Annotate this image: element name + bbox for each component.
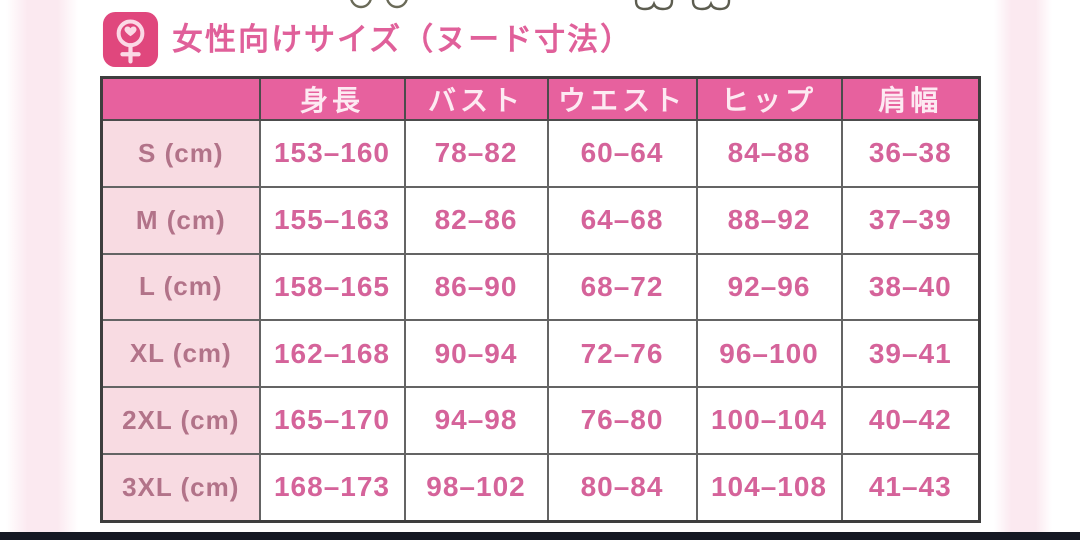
cell-height: 168–173 xyxy=(258,452,406,523)
row-label: 3XL (cm) xyxy=(100,452,261,523)
cell-hip: 88–92 xyxy=(695,185,843,255)
cell-height: 165–170 xyxy=(258,386,406,455)
cell-hip: 96–100 xyxy=(695,319,843,388)
cell-height: 155–163 xyxy=(258,185,406,255)
size-table: 身長 バスト ウエスト ヒップ 肩幅 S (cm) 153–160 78–82 … xyxy=(100,76,981,523)
cutoff-cloud-icon xyxy=(691,0,731,11)
row-label: 2XL (cm) xyxy=(100,386,261,455)
table-row-xl: XL (cm) 162–168 90–94 72–76 96–100 39–41 xyxy=(100,319,981,388)
row-label: S (cm) xyxy=(100,119,261,188)
table-row-3xl: 3XL (cm) 168–173 98–102 80–84 104–108 41… xyxy=(100,452,981,523)
cell-bust: 82–86 xyxy=(403,185,549,255)
cell-shoulder: 38–40 xyxy=(840,252,981,322)
cell-shoulder: 37–39 xyxy=(840,185,981,255)
column-header-height: 身長 xyxy=(258,76,406,121)
table-row-s: S (cm) 153–160 78–82 60–64 84–88 36–38 xyxy=(100,119,981,188)
section-header: 女性向けサイズ（ヌード寸法） xyxy=(102,11,633,68)
cell-hip: 84–88 xyxy=(695,119,843,188)
row-label: XL (cm) xyxy=(100,319,261,388)
table-header-row: 身長 バスト ウエスト ヒップ 肩幅 xyxy=(100,76,981,121)
cell-shoulder: 39–41 xyxy=(840,319,981,388)
cell-bust: 90–94 xyxy=(403,319,549,388)
column-header-bust: バスト xyxy=(403,76,549,121)
cell-shoulder: 40–42 xyxy=(840,386,981,455)
table-row-m: M (cm) 155–163 82–86 64–68 88–92 37–39 xyxy=(100,185,981,255)
cell-height: 162–168 xyxy=(258,319,406,388)
table-row-2xl: 2XL (cm) 165–170 94–98 76–80 100–104 40–… xyxy=(100,386,981,455)
cell-shoulder: 36–38 xyxy=(840,119,981,188)
table-row-l: L (cm) 158–165 86–90 68–72 92–96 38–40 xyxy=(100,252,981,322)
cutoff-circle-icon xyxy=(350,0,372,9)
cell-height: 158–165 xyxy=(258,252,406,322)
column-header-shoulder: 肩幅 xyxy=(840,76,981,121)
female-symbol-icon xyxy=(102,11,159,68)
bottom-dark-bar xyxy=(0,532,1080,540)
cell-shoulder: 41–43 xyxy=(840,452,981,523)
cell-waist: 60–64 xyxy=(546,119,698,188)
cutoff-circle-icon xyxy=(386,0,408,9)
cell-waist: 64–68 xyxy=(546,185,698,255)
right-pink-wash xyxy=(994,0,1052,532)
cell-waist: 68–72 xyxy=(546,252,698,322)
cell-hip: 92–96 xyxy=(695,252,843,322)
cell-bust: 94–98 xyxy=(403,386,549,455)
row-label: L (cm) xyxy=(100,252,261,322)
cell-bust: 78–82 xyxy=(403,119,549,188)
cutoff-decoration xyxy=(350,0,731,11)
cutoff-cloud-icon xyxy=(634,0,674,11)
cell-hip: 104–108 xyxy=(695,452,843,523)
cell-waist: 76–80 xyxy=(546,386,698,455)
cell-bust: 98–102 xyxy=(403,452,549,523)
corner-cell xyxy=(100,76,261,121)
cell-waist: 80–84 xyxy=(546,452,698,523)
row-label: M (cm) xyxy=(100,185,261,255)
cell-hip: 100–104 xyxy=(695,386,843,455)
column-header-waist: ウエスト xyxy=(546,76,698,121)
column-header-hip: ヒップ xyxy=(695,76,843,121)
cell-height: 153–160 xyxy=(258,119,406,188)
left-pink-wash xyxy=(6,0,78,532)
page-title: 女性向けサイズ（ヌード寸法） xyxy=(172,22,634,57)
cell-bust: 86–90 xyxy=(403,252,549,322)
cell-waist: 72–76 xyxy=(546,319,698,388)
